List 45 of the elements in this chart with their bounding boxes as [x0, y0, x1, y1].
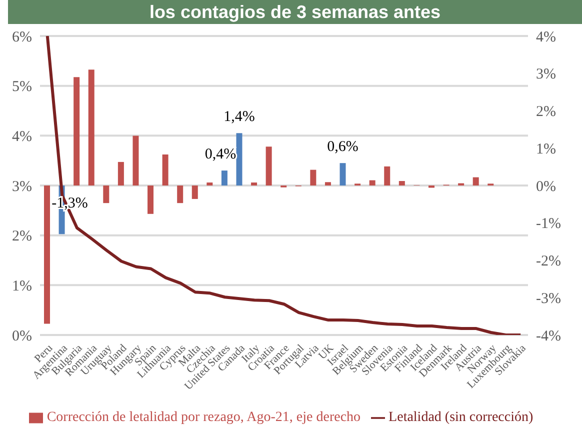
bar [324, 182, 331, 186]
y2-tick-label: -3% [536, 290, 561, 307]
bar [88, 70, 94, 186]
bar [251, 182, 258, 186]
data-label: 1,4% [224, 109, 255, 126]
bar [236, 133, 242, 186]
y2-tick-label: 1% [536, 141, 556, 158]
y2-tick-label: -1% [536, 216, 561, 232]
y-tick-label: 3% [12, 178, 32, 195]
chart-title: los contagios de 3 semanas antes [8, 0, 582, 24]
y2-tick-label: -2% [536, 254, 561, 270]
bar [398, 181, 405, 186]
bar [132, 136, 139, 186]
bar [369, 180, 376, 186]
y-tick-label: 2% [12, 228, 32, 245]
line-series [46, 36, 522, 335]
bar [221, 170, 228, 186]
bar [162, 154, 168, 186]
bar [206, 182, 213, 186]
bar [148, 186, 154, 214]
y-tick-label: 4% [12, 128, 32, 145]
bar [177, 186, 184, 204]
data-label: 0,6% [327, 139, 358, 156]
bar [266, 146, 272, 186]
bar [118, 162, 124, 186]
data-label: 0,4% [204, 146, 236, 163]
y-tick-label: 0% [12, 328, 32, 344]
legend-label: Letalidad (sin corrección) [388, 410, 534, 425]
bar [310, 170, 316, 186]
y-tick-label: 1% [12, 278, 32, 294]
y2-tick-label: 3% [536, 66, 556, 83]
bar [472, 177, 479, 186]
y-tick-label: 5% [12, 79, 32, 96]
y2-tick-label: 0% [536, 178, 556, 195]
bar [384, 166, 390, 186]
y-tick-label: 6% [12, 29, 32, 46]
y2-tick-label: 4% [536, 29, 556, 46]
bar [74, 77, 80, 186]
bar [44, 186, 50, 324]
legend-label: Corrección de letalidad por rezago, Ago-21, eje derecho [46, 410, 361, 425]
y2-tick-label: -4% [536, 328, 561, 344]
bar [192, 186, 198, 199]
y2-tick-label: 2% [536, 104, 556, 120]
bar [103, 186, 110, 204]
bar [340, 163, 346, 186]
